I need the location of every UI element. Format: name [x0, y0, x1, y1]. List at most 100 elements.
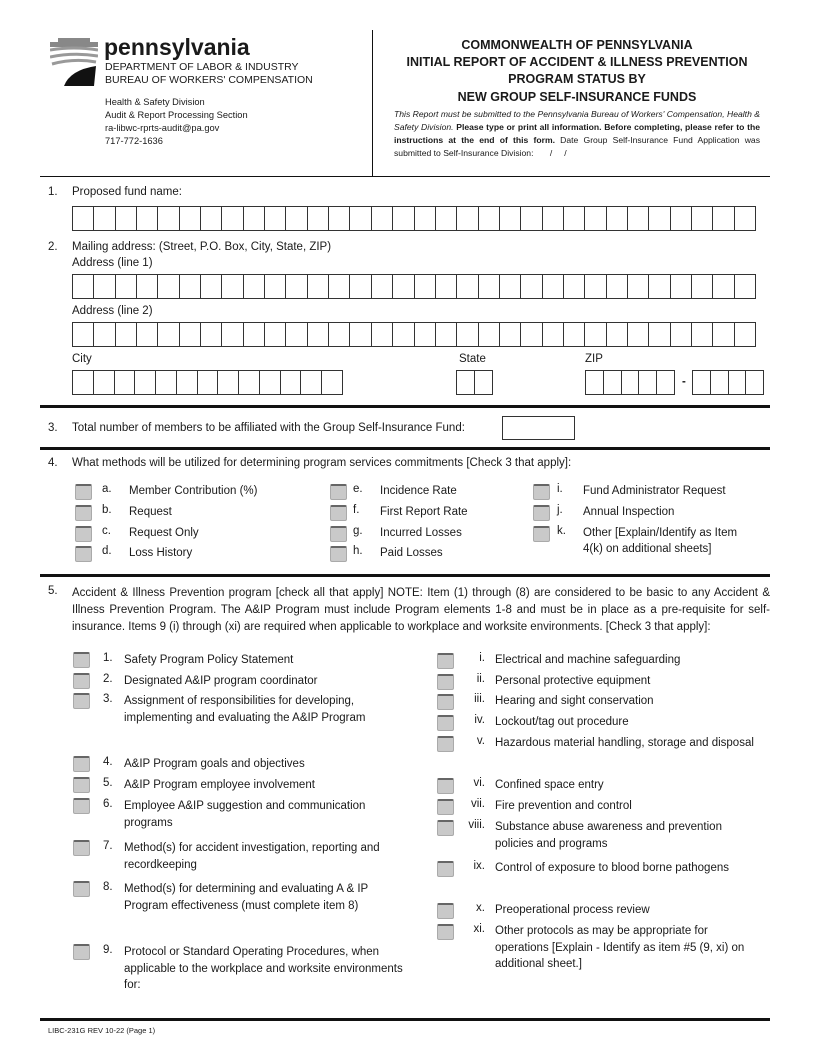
char-box[interactable]	[328, 274, 350, 299]
char-box[interactable]	[605, 274, 627, 299]
method-checkbox-j[interactable]	[533, 505, 550, 521]
char-box[interactable]	[648, 322, 670, 347]
method-checkbox-b[interactable]	[75, 505, 92, 521]
char-box[interactable]	[520, 206, 542, 231]
char-box[interactable]	[200, 322, 222, 347]
char-box[interactable]	[413, 322, 435, 347]
method-checkbox-i[interactable]	[533, 484, 550, 500]
char-box[interactable]	[712, 206, 734, 231]
method-checkbox-h[interactable]	[330, 546, 347, 562]
char-box[interactable]	[264, 206, 286, 231]
protocol-checkbox-ix[interactable]	[437, 861, 454, 877]
char-box[interactable]	[306, 274, 329, 299]
member-count-input[interactable]	[502, 416, 575, 440]
protocol-checkbox-iv[interactable]	[437, 715, 454, 731]
method-checkbox-f[interactable]	[330, 505, 347, 521]
char-box[interactable]	[541, 322, 563, 347]
char-box[interactable]	[690, 206, 713, 231]
char-box[interactable]	[175, 370, 197, 395]
protocol-checkbox-viii[interactable]	[437, 820, 454, 836]
protocol-checkbox-vi[interactable]	[437, 778, 454, 794]
method-checkbox-g[interactable]	[330, 526, 347, 542]
char-box[interactable]	[157, 274, 179, 299]
char-box[interactable]	[238, 370, 259, 395]
protocol-checkbox-x[interactable]	[437, 903, 454, 919]
char-box[interactable]	[221, 274, 243, 299]
char-box[interactable]	[72, 274, 94, 299]
char-box[interactable]	[200, 206, 222, 231]
char-box[interactable]	[114, 322, 137, 347]
char-box[interactable]	[605, 322, 627, 347]
char-box[interactable]	[620, 370, 639, 395]
char-box[interactable]	[709, 370, 728, 395]
zip-ext-input[interactable]	[692, 370, 764, 395]
char-box[interactable]	[349, 206, 371, 231]
char-box[interactable]	[648, 274, 670, 299]
char-box[interactable]	[136, 206, 158, 231]
char-box[interactable]	[712, 274, 734, 299]
char-box[interactable]	[669, 274, 691, 299]
char-box[interactable]	[72, 322, 94, 347]
char-box[interactable]	[392, 322, 414, 347]
char-box[interactable]	[413, 274, 435, 299]
char-box[interactable]	[93, 322, 115, 347]
char-box[interactable]	[541, 206, 563, 231]
char-box[interactable]	[562, 206, 585, 231]
char-box[interactable]	[477, 274, 499, 299]
char-box[interactable]	[477, 206, 499, 231]
method-checkbox-c[interactable]	[75, 526, 92, 542]
char-box[interactable]	[349, 274, 371, 299]
char-box[interactable]	[114, 206, 137, 231]
char-box[interactable]	[196, 370, 218, 395]
char-box[interactable]	[113, 370, 135, 395]
protocol-checkbox-v[interactable]	[437, 736, 454, 752]
char-box[interactable]	[370, 206, 393, 231]
char-box[interactable]	[178, 322, 201, 347]
char-box[interactable]	[370, 322, 393, 347]
char-box[interactable]	[392, 274, 414, 299]
char-box[interactable]	[92, 370, 114, 395]
char-box[interactable]	[93, 206, 115, 231]
char-box[interactable]	[72, 206, 94, 231]
char-box[interactable]	[626, 322, 649, 347]
char-box[interactable]	[306, 206, 329, 231]
char-box[interactable]	[477, 322, 499, 347]
char-box[interactable]	[242, 206, 265, 231]
char-box[interactable]	[72, 370, 93, 395]
char-box[interactable]	[93, 274, 115, 299]
char-box[interactable]	[285, 322, 307, 347]
char-box[interactable]	[638, 370, 657, 395]
char-box[interactable]	[733, 322, 756, 347]
char-box[interactable]	[733, 274, 756, 299]
char-box[interactable]	[562, 322, 585, 347]
program-checkbox-3[interactable]	[73, 693, 90, 709]
char-box[interactable]	[562, 274, 585, 299]
char-box[interactable]	[733, 206, 756, 231]
char-box[interactable]	[727, 370, 746, 395]
char-box[interactable]	[498, 206, 521, 231]
char-box[interactable]	[626, 274, 649, 299]
char-box[interactable]	[258, 370, 280, 395]
char-box[interactable]	[584, 322, 606, 347]
char-box[interactable]	[264, 322, 286, 347]
address-line1-input[interactable]	[72, 274, 756, 299]
char-box[interactable]	[242, 274, 265, 299]
method-checkbox-a[interactable]	[75, 484, 92, 500]
char-box[interactable]	[285, 274, 307, 299]
protocol-checkbox-iii[interactable]	[437, 694, 454, 710]
char-box[interactable]	[605, 206, 627, 231]
protocol-checkbox-xi[interactable]	[437, 924, 454, 940]
state-input[interactable]	[456, 370, 493, 395]
char-box[interactable]	[498, 274, 521, 299]
char-box[interactable]	[692, 370, 710, 395]
char-box[interactable]	[669, 322, 691, 347]
program-checkbox-2[interactable]	[73, 673, 90, 689]
char-box[interactable]	[456, 322, 478, 347]
program-checkbox-8[interactable]	[73, 881, 90, 897]
char-box[interactable]	[626, 206, 649, 231]
char-box[interactable]	[456, 274, 478, 299]
program-checkbox-7[interactable]	[73, 840, 90, 856]
char-box[interactable]	[328, 322, 350, 347]
method-checkbox-k[interactable]	[533, 526, 550, 542]
char-box[interactable]	[541, 274, 563, 299]
